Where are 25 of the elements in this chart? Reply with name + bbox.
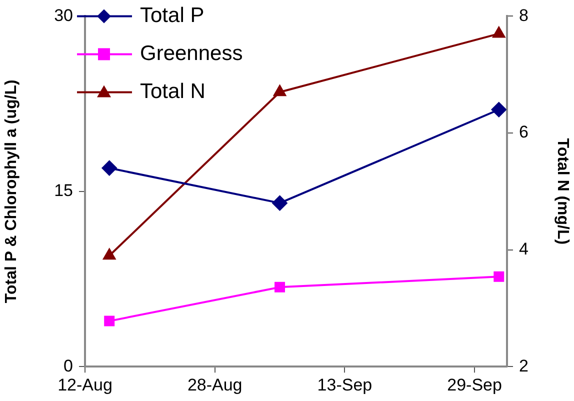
point — [104, 316, 115, 326]
point — [492, 26, 506, 38]
x-tick-label: 12-Aug — [58, 375, 112, 394]
x-tick-label: 29-Sep — [447, 375, 502, 394]
x-tick-label: 13-Sep — [317, 375, 372, 394]
legend-label: Total P — [140, 4, 204, 27]
legend-label: Greenness — [140, 42, 243, 65]
legend-label: Total N — [140, 80, 206, 103]
point — [272, 196, 288, 211]
point — [102, 160, 117, 176]
point — [491, 102, 506, 118]
y-tick-label: 30 — [54, 6, 73, 25]
point — [274, 282, 286, 292]
point — [494, 271, 504, 282]
x-tick-label: 28-Aug — [187, 375, 242, 394]
y-tick-label: 15 — [54, 181, 73, 200]
y2-tick-label: 4 — [519, 239, 528, 258]
point — [274, 85, 286, 96]
y2-tick-label: 8 — [519, 6, 528, 25]
y2-tick-label: 2 — [519, 356, 528, 376]
y2-tick-label: 6 — [519, 122, 528, 142]
y2-axis-title: Total N (mg/L) — [554, 138, 571, 245]
y-axis-title: Total P & Chlorophyll a (ug/L) — [3, 80, 20, 304]
y-tick-label: 0 — [64, 356, 73, 376]
point — [103, 248, 116, 260]
